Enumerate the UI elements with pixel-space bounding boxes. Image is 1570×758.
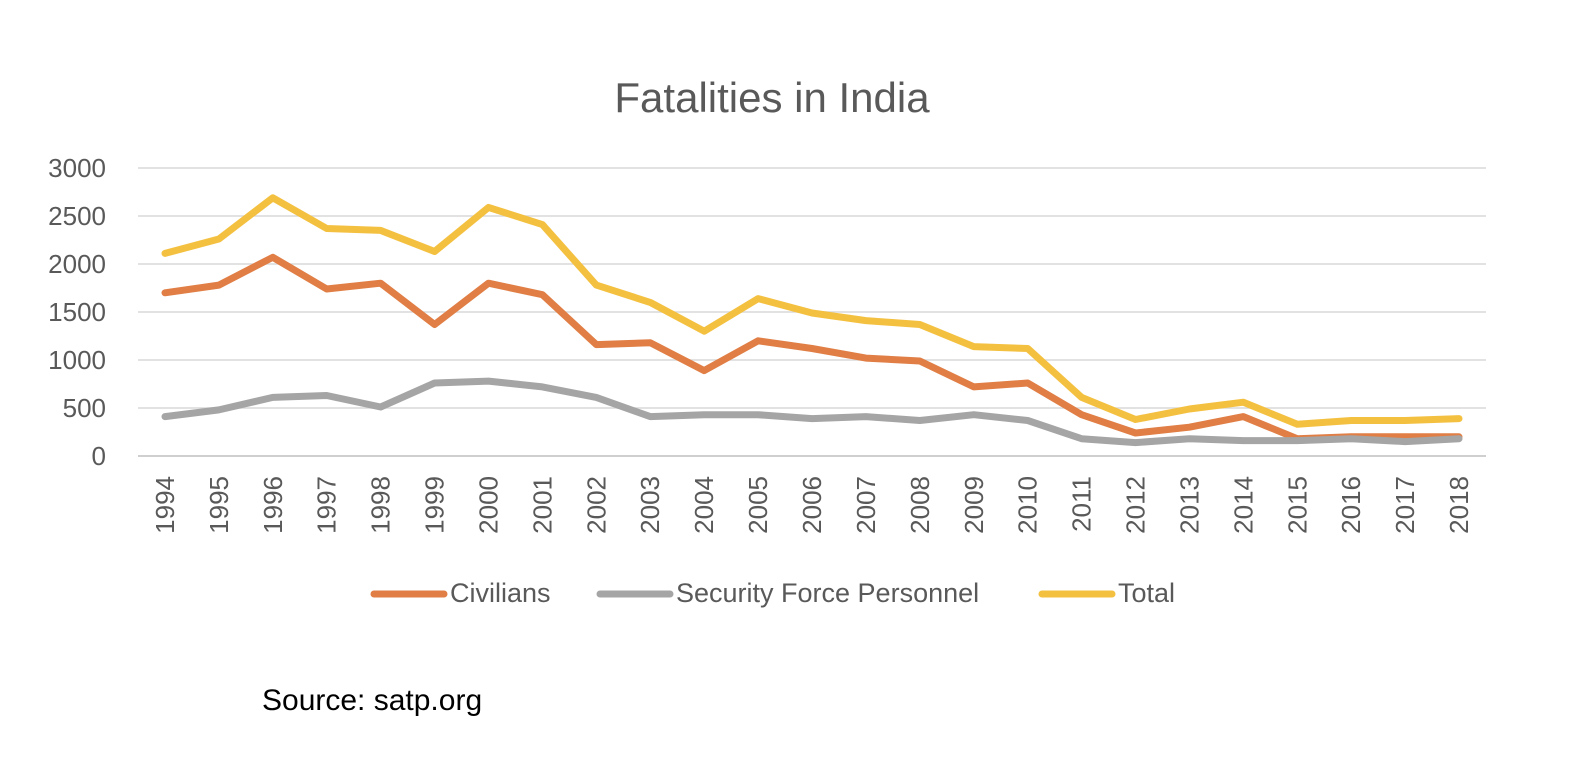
x-tick-label: 2008: [905, 476, 935, 534]
chart-title: Fatalities in India: [614, 74, 930, 121]
x-tick-label: 2010: [1013, 476, 1043, 534]
x-tick-label: 2007: [851, 476, 881, 534]
x-tick-label: 1994: [150, 476, 180, 534]
x-tick-label: 2009: [959, 476, 989, 534]
x-tick-label: 2014: [1228, 476, 1258, 534]
x-tick-label: 1999: [420, 476, 450, 534]
x-tick-label: 2003: [635, 476, 665, 534]
legend-label-security-force-personnel: Security Force Personnel: [676, 578, 979, 608]
legend-label-total: Total: [1118, 578, 1175, 608]
series-lines: [161, 194, 1463, 447]
x-tick-label: 2018: [1444, 476, 1474, 534]
legend: Civilians Security Force Personnel Total: [370, 578, 1175, 608]
x-tick-label: 2015: [1282, 476, 1312, 534]
x-tick-label: 2012: [1121, 476, 1151, 534]
x-tick-label: 2011: [1067, 476, 1097, 532]
legend-label-civilians: Civilians: [450, 578, 551, 608]
y-tick-label: 2000: [48, 249, 106, 279]
x-tick-label: 2006: [797, 476, 827, 534]
y-tick-label: 500: [63, 393, 106, 423]
x-tick-label: 1998: [366, 476, 396, 534]
y-tick-label: 2500: [48, 201, 106, 231]
x-tick-label: 1995: [204, 476, 234, 534]
x-tick-label: 2001: [527, 476, 557, 534]
x-tick-label: 1997: [312, 476, 342, 534]
gridlines: [138, 167, 1486, 457]
x-tick-label: 1996: [258, 476, 288, 534]
y-tick-label: 0: [92, 441, 106, 471]
x-tick-label: 2017: [1390, 476, 1420, 534]
series-line-security-force-personnel: [161, 377, 1463, 447]
series-line-civilians: [161, 253, 1463, 443]
x-tick-label: 2000: [473, 476, 503, 534]
x-tick-label: 2005: [743, 476, 773, 534]
y-axis-ticks: 0 500 1000 1500 2000 2500 3000: [48, 153, 106, 471]
x-tick-label: 2013: [1174, 476, 1204, 534]
source-note: Source: satp.org: [262, 684, 483, 717]
series-line-total: [161, 194, 1463, 428]
x-tick-label: 2002: [581, 476, 611, 534]
y-tick-label: 1500: [48, 297, 106, 327]
x-tick-label: 2016: [1336, 476, 1366, 534]
x-axis-ticks: 1994 1995 1996 1997 1998 1999 2000 2001 2002 2003…: [150, 476, 1474, 534]
x-tick-label: 2004: [689, 476, 719, 534]
y-tick-label: 3000: [48, 153, 106, 183]
y-tick-label: 1000: [48, 345, 106, 375]
